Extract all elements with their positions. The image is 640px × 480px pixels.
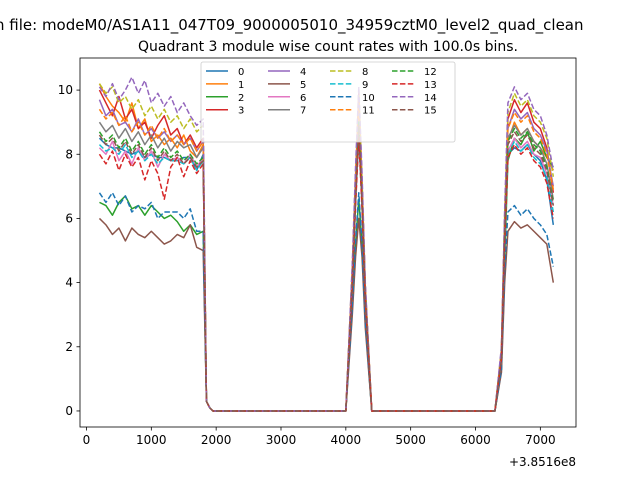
x-tick-label: 1000 (136, 433, 167, 447)
legend-label-15: 15 (424, 106, 437, 117)
legend-label-14: 14 (424, 93, 437, 104)
y-tick-label: 8 (65, 147, 73, 161)
series-line-2 (99, 131, 554, 412)
x-tick-label: 7000 (525, 433, 556, 447)
legend-label-13: 13 (424, 80, 437, 91)
series-line-15 (98, 124, 555, 412)
x-tick-label: 0 (83, 433, 91, 447)
legend-label-9: 9 (362, 80, 368, 91)
y-tick-label: 10 (58, 83, 73, 97)
x-tick-label: 4000 (331, 433, 362, 447)
legend-label-6: 6 (300, 93, 306, 104)
y-tick-label: 4 (65, 276, 73, 290)
legend-label-7: 7 (300, 106, 306, 117)
x-axis-offset-label: +3.8516e8 (509, 455, 576, 469)
y-tick-label: 6 (65, 211, 73, 225)
x-tick-label: 6000 (460, 433, 491, 447)
series-line-6 (98, 131, 555, 412)
legend-label-2: 2 (238, 93, 244, 104)
legend-label-1: 1 (238, 80, 244, 91)
plot-frame (79, 57, 577, 428)
series-line-7 (98, 115, 555, 412)
series-line-9 (98, 134, 555, 412)
legend-label-5: 5 (300, 80, 306, 91)
legend-label-0: 0 (238, 67, 244, 78)
series-line-0 (98, 127, 555, 412)
series-line-10 (98, 192, 555, 412)
chart-title: Quadrant 3 module wise count rates with … (138, 39, 518, 55)
legend-label-12: 12 (424, 67, 437, 78)
series-line-12 (98, 121, 555, 412)
y-tick-label: 2 (65, 340, 73, 354)
legend-label-11: 11 (362, 106, 375, 117)
legend-label-3: 3 (238, 106, 244, 117)
series-line-4 (98, 98, 555, 412)
y-axis: 0 2 4 6 8 10 (58, 83, 80, 418)
figure-suptitle: n file: modeM0/AS1A11_047T09_9000005010_… (0, 16, 584, 35)
x-axis: 0 1000 2000 3000 4000 5000 6000 7000 (83, 427, 556, 447)
legend-label-4: 4 (300, 67, 306, 78)
legend-label-10: 10 (362, 93, 375, 104)
x-tick-label: 2000 (201, 433, 232, 447)
series-layer (98, 76, 555, 412)
x-tick-label: 3000 (266, 433, 297, 447)
legend-frame (200, 61, 456, 143)
series-line-5 (98, 217, 555, 412)
x-tick-label: 5000 (395, 433, 426, 447)
series-line-13 (98, 137, 555, 412)
legend-label-8: 8 (362, 67, 368, 78)
series-line-11 (98, 102, 555, 412)
y-tick-label: 0 (65, 404, 73, 418)
